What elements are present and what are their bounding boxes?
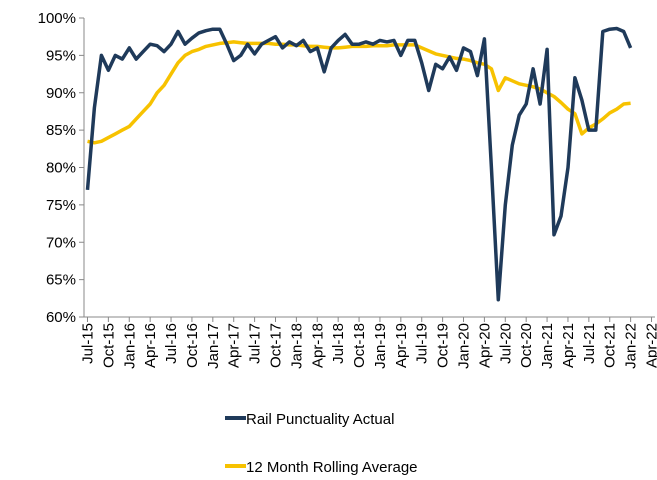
x-tick-label: Apr-21 xyxy=(560,323,577,368)
x-tick-label: Oct-16 xyxy=(184,323,201,368)
x-tick-label: Apr-16 xyxy=(142,323,159,368)
y-tick-label: 90% xyxy=(46,85,76,102)
x-tick-label: Jul-21 xyxy=(581,323,598,364)
x-tick-label: Jul-19 xyxy=(414,323,431,364)
series-line xyxy=(85,26,633,302)
x-tick-label: Jul-16 xyxy=(163,323,180,364)
x-tick-label: Jul-18 xyxy=(330,323,347,364)
x-tick-label: Oct-18 xyxy=(351,323,368,368)
x-tick-label: Oct-21 xyxy=(602,323,619,368)
y-tick-label: 85% xyxy=(46,122,76,139)
x-tick-label: Apr-20 xyxy=(476,323,493,368)
x-tick-label: Oct-17 xyxy=(267,323,284,368)
x-tick-label: Jan-20 xyxy=(456,323,473,369)
x-tick-label: Jan-18 xyxy=(288,323,305,369)
x-tick-label: Oct-20 xyxy=(518,323,535,368)
x-tick-label: Oct-19 xyxy=(435,323,452,368)
x-tick-label: Jul-20 xyxy=(497,323,514,364)
x-tick-label: Apr-19 xyxy=(393,323,410,368)
y-tick-label: 80% xyxy=(46,160,76,177)
x-tick-label: Jul-15 xyxy=(79,323,96,364)
x-tick-label: Jul-17 xyxy=(247,323,264,364)
y-tick-label: 65% xyxy=(46,272,76,289)
x-tick-label: Jan-16 xyxy=(121,323,138,369)
x-tick-label: Apr-17 xyxy=(226,323,243,368)
x-tick-label: Jan-19 xyxy=(372,323,389,369)
x-tick-label: Jan-17 xyxy=(205,323,222,369)
x-tick-label: Jan-22 xyxy=(623,323,640,369)
y-tick-label: 100% xyxy=(38,10,76,27)
x-tick-label: Oct-15 xyxy=(100,323,117,368)
series-line xyxy=(87,40,631,145)
legend-label: Rail Punctuality Actual xyxy=(246,411,394,428)
y-tick-label: 75% xyxy=(46,197,76,214)
legend-label: 12 Month Rolling Average xyxy=(246,459,418,476)
y-tick-label: 95% xyxy=(46,47,76,64)
y-tick-label: 60% xyxy=(46,309,76,326)
x-tick-label: Apr-22 xyxy=(644,323,657,368)
y-tick-label: 70% xyxy=(46,234,76,251)
x-tick-label: Jan-21 xyxy=(539,323,556,369)
x-tick-label: Apr-18 xyxy=(309,323,326,368)
